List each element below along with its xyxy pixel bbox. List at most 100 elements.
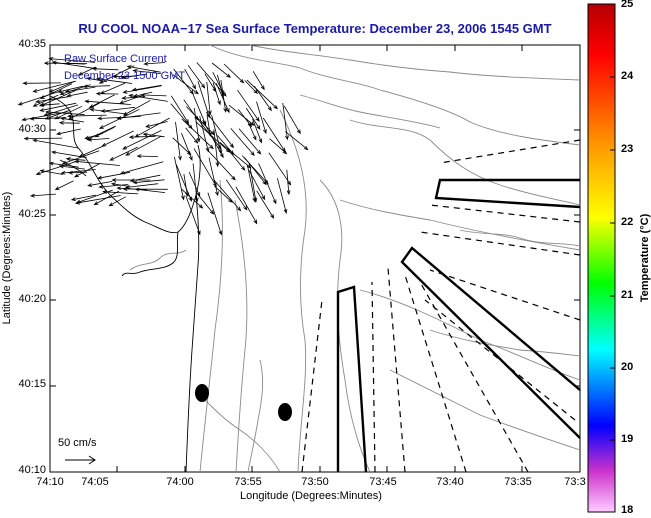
colorbar-tick-label: 21 (621, 289, 634, 301)
y-tick-label: 40:15 (18, 378, 46, 390)
current-vector-arrow (48, 161, 79, 168)
current-vector-arrow (125, 135, 162, 156)
current-vector-arrow (226, 148, 246, 171)
current-vector-arrow (172, 74, 199, 95)
current-vector-arrow (39, 102, 77, 112)
current-vector-arrow (268, 152, 292, 186)
current-vector-arrow (256, 101, 267, 135)
restricted-zones (336, 178, 581, 473)
map-title: RU COOL NOAA−17 Sea Surface Temperature:… (78, 21, 552, 36)
current-vector-arrow (246, 79, 279, 110)
y-axis-title: Latitude (Degrees:Minutes) (1, 192, 13, 325)
current-vector-arrow (73, 163, 100, 178)
current-vector-arrow (225, 179, 248, 211)
current-vector-arrow (43, 104, 79, 117)
colorbar-title: Temperature (°C) (639, 213, 651, 302)
x-tick-label: 74:00 (166, 476, 194, 488)
current-vector-arrow (175, 121, 182, 161)
y-axis-ticks (50, 44, 580, 473)
current-vector-arrow (172, 137, 192, 156)
current-vector-arrow (285, 131, 309, 151)
y-tick-label: 40:30 (18, 123, 46, 135)
legend-line-1: Raw Surface Current (64, 53, 167, 65)
x-axis-ticks (49, 45, 581, 472)
current-vector-arrow (39, 169, 64, 175)
plot-frame (49, 44, 581, 473)
bathymetry-contours (129, 44, 581, 473)
current-vector-arrow (22, 81, 61, 86)
current-vector-arrow (283, 105, 301, 135)
current-vector-arrow (181, 189, 204, 209)
current-vector-arrow (207, 192, 223, 236)
current-vector-arrow (122, 187, 168, 191)
current-vector-arrow (122, 99, 151, 116)
current-vector-arrow (286, 169, 291, 196)
current-vector-arrow (54, 180, 74, 191)
current-vector-arrow (32, 138, 79, 149)
current-vector-arrow (197, 81, 211, 119)
current-vector-arrow (193, 107, 201, 143)
buoy-marker (278, 403, 292, 421)
current-vector-arrow (207, 150, 236, 181)
current-vector-arrow (98, 184, 129, 189)
current-vector-arrow (17, 90, 62, 106)
current-vector-arrow (208, 157, 219, 197)
current-vector-arrow (61, 150, 100, 165)
current-vector-arrow (202, 120, 224, 159)
x-tick-label: 73:35 (504, 476, 532, 488)
current-vector-arrow (212, 82, 221, 106)
y-tick-label: 40:35 (18, 38, 46, 50)
current-vector-arrow (32, 80, 76, 93)
current-vector-arrow (44, 109, 71, 120)
current-vector-arrow (170, 103, 193, 130)
current-vector-arrow (145, 121, 168, 128)
current-vector-arrow (64, 86, 96, 93)
current-vector-arrow (174, 156, 185, 201)
current-vector-arrow (238, 128, 262, 155)
current-vector-arrow (277, 178, 288, 215)
current-vector-arrow (73, 159, 120, 166)
current-vector-arrow (58, 120, 80, 125)
current-vector-arrow (48, 81, 75, 93)
x-tick-label: 73:40 (436, 476, 464, 488)
current-vector-arrow (211, 62, 231, 78)
current-vector-arrow (230, 128, 255, 157)
legend-line-2: December 23 1500 GMT (64, 70, 186, 82)
current-vector-arrow (87, 181, 113, 187)
current-vector-arrow (185, 195, 201, 236)
current-vector-arrow (122, 85, 162, 94)
current-vector-arrow (196, 62, 227, 97)
current-vector-arrow (214, 185, 233, 203)
current-vector-arrow (206, 81, 212, 116)
scale-label: 50 cm/s (58, 437, 97, 449)
current-vector-arrow (132, 179, 165, 185)
current-vector-arrow (74, 195, 121, 205)
current-vector-arrow (181, 133, 193, 161)
current-vector-arrow (252, 118, 263, 144)
current-vector-arrow (187, 65, 206, 89)
current-vector-arrow (223, 63, 245, 84)
current-vector-arrow (109, 146, 138, 161)
current-vector-arrow (97, 171, 131, 180)
current-vector-arrow (140, 93, 167, 97)
current-vector-arrow (241, 155, 269, 185)
x-tick-label: 73:55 (234, 476, 262, 488)
y-tick-label: 40:10 (18, 464, 46, 476)
current-vector-arrow (60, 169, 96, 175)
current-vector-arrow (188, 171, 201, 197)
current-vector-arrow (181, 118, 214, 150)
colorbar-tick-label: 22 (621, 216, 634, 228)
colorbar-tick-label: 24 (621, 70, 634, 82)
current-vector-arrow (193, 148, 217, 188)
zone-east-box (434, 178, 581, 209)
current-vector-arrow (91, 66, 119, 71)
y-tick-label: 40:25 (18, 208, 46, 220)
current-vector-arrow (86, 125, 117, 141)
surface-current-vectors (17, 57, 309, 236)
current-vector-arrow (247, 165, 257, 203)
current-vector-arrow (88, 94, 115, 108)
colorbar-ticks (610, 76, 615, 441)
colorbar-tick-label: 25 (621, 0, 634, 10)
current-vector-arrow (252, 71, 265, 91)
current-vector-arrow (108, 196, 126, 207)
